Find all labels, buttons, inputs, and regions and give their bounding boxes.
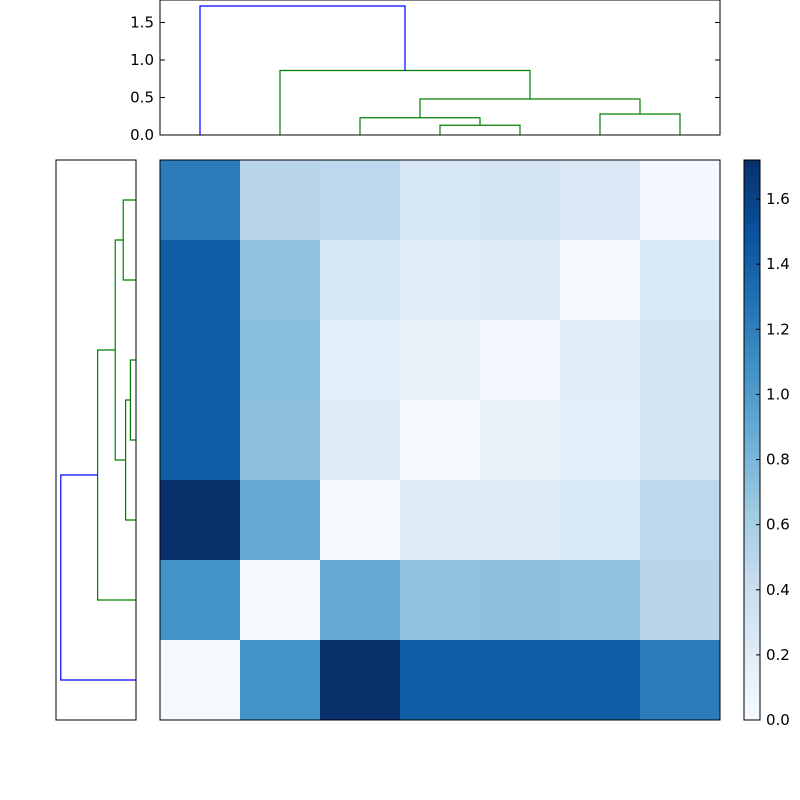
heatmap-cell-r2-c1 [240,320,321,401]
heatmap-cell-r5-c2 [320,560,401,641]
heatmap-cell-r4-c4 [480,480,561,561]
colorbar-tick-label: 1.0 [766,385,790,403]
top-dendrogram-ytick-label: 1.5 [130,14,154,32]
colorbar-tick-label: 0.0 [766,711,790,729]
colorbar-tick-label: 0.2 [766,646,790,664]
colorbar-ticks: 0.0 0.2 0.4 0.6 0.8 1.0 1.2 1.4 1.6 [756,190,790,729]
heatmap-cell-r5-c6 [640,560,721,641]
heatmap-cell-r5-c3 [400,560,481,641]
left-dendrogram-links [60,199,136,681]
heatmap-cell-r0-c0 [160,160,241,241]
heatmap-cell-r2-c3 [400,320,481,401]
heatmap-cell-r6-c2 [320,640,401,721]
heatmap-cell-r4-c6 [640,480,721,561]
top-dendrogram-ytick-label: 0.5 [130,89,154,107]
heatmap-cell-r4-c2 [320,480,401,561]
heatmap-cell-r1-c1 [240,240,321,321]
heatmap-cell-r0-c5 [560,160,641,241]
left-dendrogram-link-0 [122,199,136,281]
heatmap-cell-r3-c3 [400,400,481,481]
top-dendrogram-links [199,5,681,135]
top-dendrogram-link-1 [439,124,521,135]
heatmap-frame [159,159,721,721]
heatmap-cell-r2-c0 [160,320,241,401]
heatmap-cell-r0-c1 [240,160,321,241]
left-dendrogram-frame [55,159,137,721]
heatmap-cell-r3-c0 [160,400,241,481]
colorbar-frame [743,159,761,721]
heatmap-cell-r5-c0 [160,560,241,641]
colorbar-tick-label: 1.6 [766,190,790,208]
heatmap-cell-r6-c5 [560,640,641,721]
colorbar-tick-label: 0.8 [766,451,790,469]
heatmap-cell-r6-c0 [160,640,241,721]
heatmap-cell-r2-c2 [320,320,401,401]
top-dendrogram-link-2 [359,117,481,135]
top-dendrogram-link-0 [599,113,681,135]
heatmap-cell-r3-c5 [560,400,641,481]
left-dendrogram-link-1 [129,359,136,441]
colorbar-tick-label: 1.4 [766,255,790,273]
heatmap-cell-r0-c6 [640,160,721,241]
heatmap-cell-r6-c3 [400,640,481,721]
heatmap-cell-r1-c0 [160,240,241,321]
heatmap-cell-r2-c4 [480,320,561,401]
heatmap-cell-r2-c6 [640,320,721,401]
heatmap-cell-r4-c3 [400,480,481,561]
top-dendrogram-ytick-label: 0.0 [130,126,154,144]
heatmap-cell-r3-c2 [320,400,401,481]
heatmap-cell-r5-c4 [480,560,561,641]
heatmap-cell-r5-c1 [240,560,321,641]
heatmap-cell-r1-c4 [480,240,561,321]
left-dendrogram-link-5 [60,474,136,681]
heatmap-cell-r0-c3 [400,160,481,241]
heatmap-cell-r6-c1 [240,640,321,721]
top-dendrogram-link-5 [199,5,406,135]
heatmap-cell-r4-c0 [160,480,241,561]
heatmap-cell-r3-c6 [640,400,721,481]
heatmap-cell-r0-c4 [480,160,561,241]
heatmap-cell-r6-c6 [640,640,721,721]
colorbar-tick-label: 0.4 [766,581,790,599]
left-dendrogram-link-3 [114,239,126,461]
top-dendrogram-frame [159,0,721,136]
heatmap-cell-r1-c2 [320,240,401,321]
top-dendrogram-ytick-label: 1.0 [130,51,154,69]
heatmap-cell-r0-c2 [320,160,401,241]
heatmap-cell-r5-c5 [560,560,641,641]
top-dendrogram-link-3 [419,98,641,118]
heatmap-cell-r2-c5 [560,320,641,401]
colorbar: 0.0 0.2 0.4 0.6 0.8 1.0 1.2 1.4 1.6 [743,159,790,729]
heatmap-cell-r4-c5 [560,480,641,561]
heatmap-cells [160,160,721,721]
colorbar-gradient [744,160,760,720]
heatmap-cell-r4-c1 [240,480,321,561]
heatmap-cell-r1-c5 [560,240,641,321]
heatmap-cell-r3-c4 [480,400,561,481]
heatmap-cell-r6-c4 [480,640,561,721]
heatmap-cell-r1-c3 [400,240,481,321]
top-dendrogram-y-axis: 0.0 0.5 1.0 1.5 [130,14,720,144]
top-dendrogram: 0.0 0.5 1.0 1.5 [130,0,721,144]
colorbar-tick-label: 0.6 [766,516,790,534]
colorbar-tick-label: 1.2 [766,320,790,338]
heatmap-cell-r1-c6 [640,240,721,321]
heatmap-cell-r3-c1 [240,400,321,481]
heatmap [159,159,721,721]
left-dendrogram [55,159,137,721]
